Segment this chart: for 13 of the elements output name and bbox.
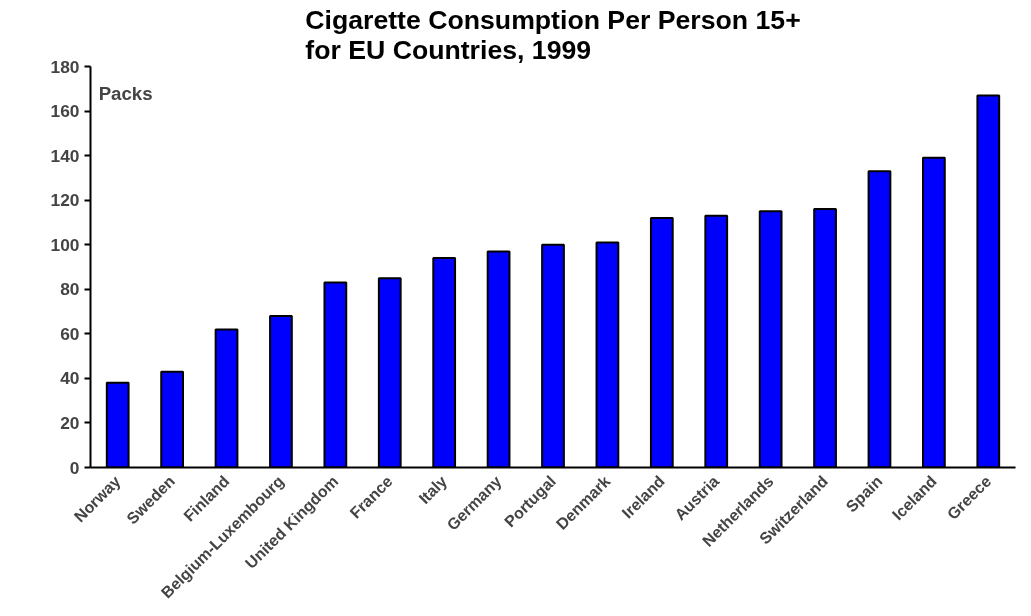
chart-title: Cigarette Consumption Per Person 15+ for EU Countries, 1999 — [305, 4, 801, 65]
y-tick-label: 60 — [60, 323, 80, 344]
y-tick-label: 160 — [50, 101, 80, 122]
y-tick-label: 100 — [50, 234, 80, 255]
annotation: Packs — [98, 82, 153, 104]
y-tick-label: 140 — [50, 145, 80, 166]
y-tick-label: 40 — [60, 368, 80, 389]
y-tick-label: 180 — [50, 56, 80, 77]
y-tick-label: 0 — [69, 457, 80, 478]
x-tick-label: Italy — [415, 472, 451, 508]
y-tick-label: 120 — [50, 190, 80, 211]
y-tick-label: 80 — [60, 279, 80, 300]
y-tick-label: 20 — [60, 412, 80, 433]
